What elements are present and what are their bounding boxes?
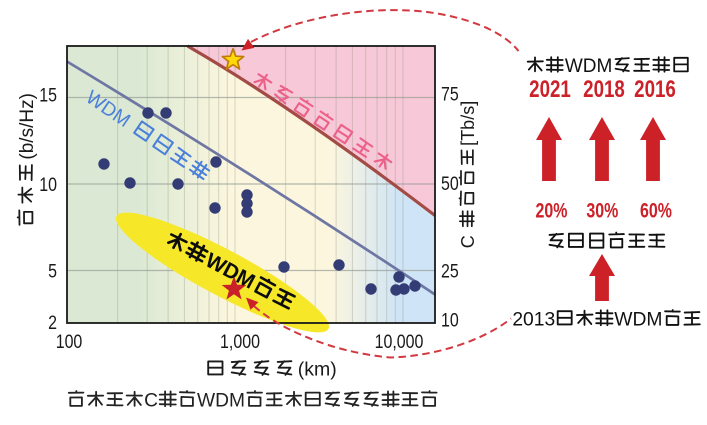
svg-text:(km): (km) <box>298 359 337 381</box>
svg-text:[Tb/s]: [Tb/s] <box>458 101 478 146</box>
svg-text:10: 10 <box>39 174 57 196</box>
svg-text:25: 25 <box>441 260 459 282</box>
svg-text:20%: 20% <box>536 198 568 222</box>
svg-text:15: 15 <box>39 84 57 106</box>
svg-text:C: C <box>144 391 158 412</box>
svg-text:10,000: 10,000 <box>375 331 424 353</box>
svg-text:2018: 2018 <box>583 76 625 103</box>
svg-text:WDM: WDM <box>197 391 245 412</box>
svg-text:50: 50 <box>441 172 459 194</box>
svg-text:1,000: 1,000 <box>220 331 260 353</box>
svg-text:5: 5 <box>48 260 57 282</box>
svg-text:60%: 60% <box>640 198 672 222</box>
svg-text:(b/s/Hz): (b/s/Hz) <box>17 93 38 160</box>
svg-text:10: 10 <box>441 309 459 331</box>
svg-text:C: C <box>458 235 478 248</box>
svg-text:75: 75 <box>441 83 459 105</box>
svg-text:WDM: WDM <box>614 310 662 331</box>
svg-text:2021: 2021 <box>529 76 571 103</box>
svg-text:2016: 2016 <box>634 76 676 103</box>
svg-text:2: 2 <box>48 312 57 334</box>
svg-text:WDM: WDM <box>565 56 612 77</box>
svg-text:2013: 2013 <box>512 310 555 331</box>
svg-text:30%: 30% <box>586 198 618 222</box>
svg-text:100: 100 <box>56 331 83 353</box>
